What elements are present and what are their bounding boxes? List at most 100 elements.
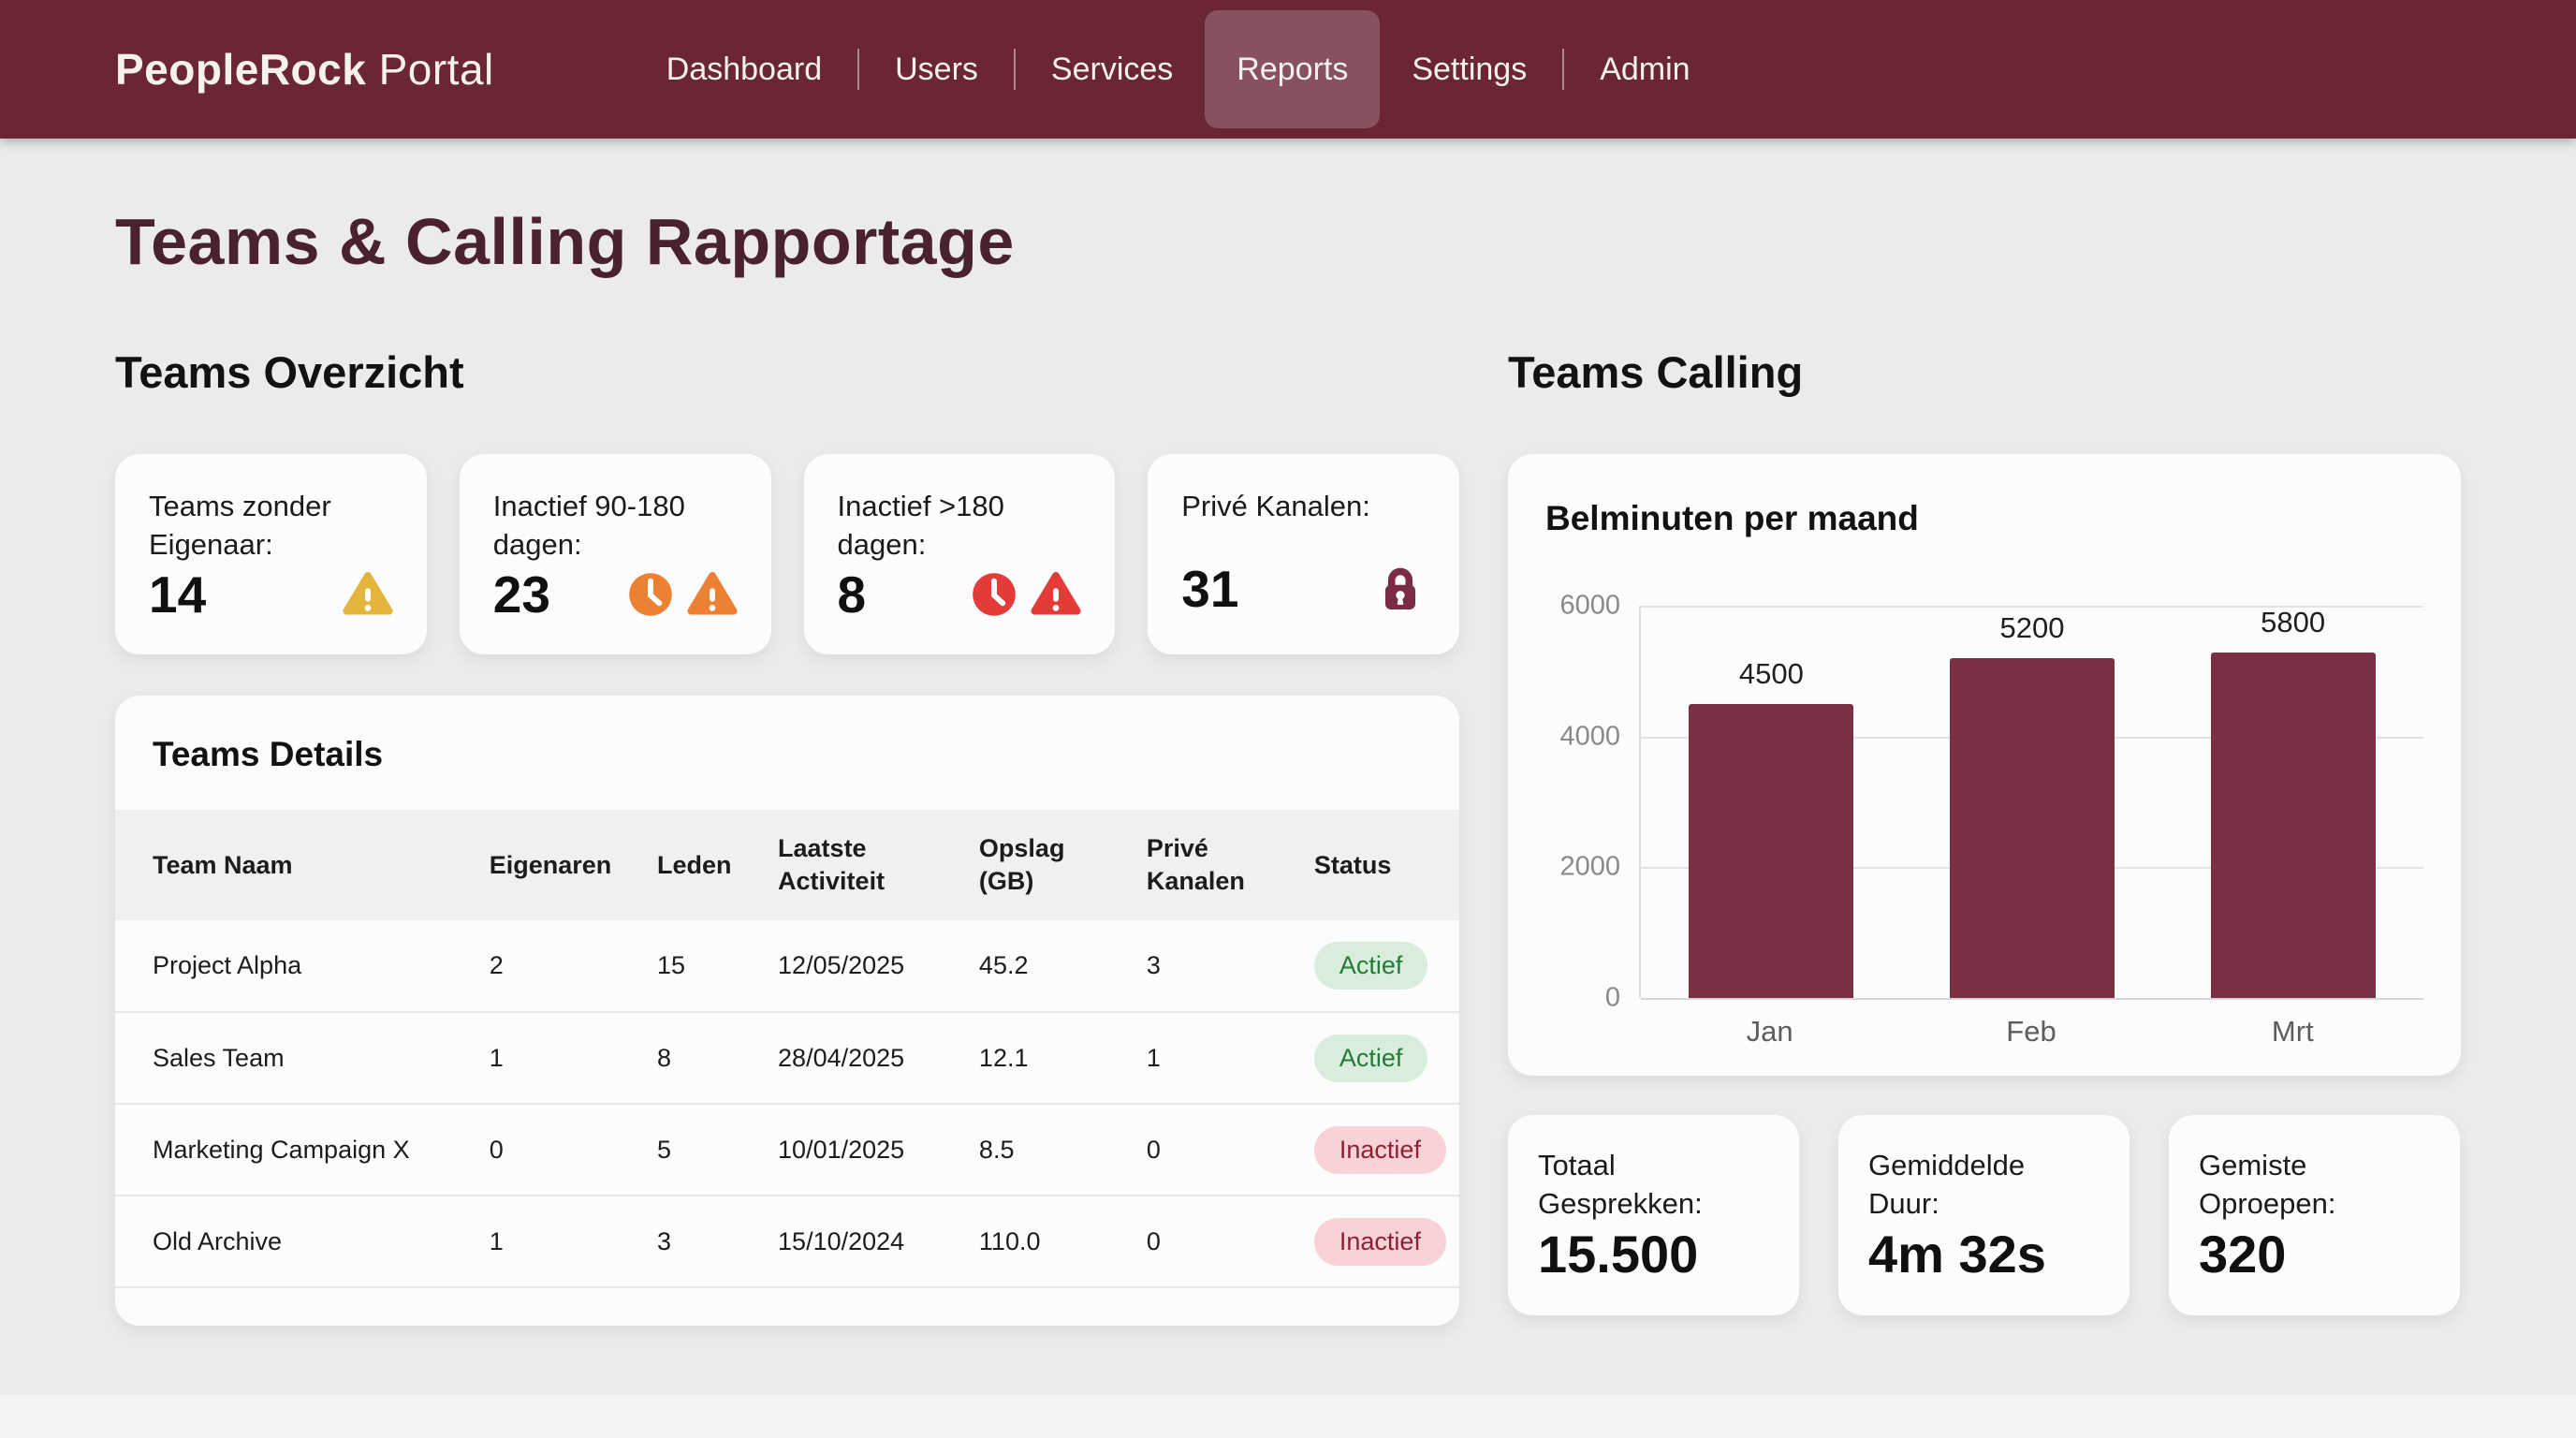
table-row: Marketing Campaign X 0 5 10/01/2025 8.5 …: [115, 1104, 1459, 1197]
stat-bottom-row: 31: [1181, 559, 1426, 619]
cell-prive-kanalen: 1: [1133, 1012, 1301, 1106]
y-axis-tick: 0: [1604, 982, 1620, 1013]
stat-value: 14: [149, 565, 207, 624]
cell-team-naam: Sales Team: [115, 1012, 476, 1106]
cell-leden: 8: [644, 1012, 766, 1106]
cell-opslag: 8.5: [965, 1104, 1134, 1197]
cell-opslag: 110.0: [965, 1196, 1134, 1289]
cell-prive-kanalen: 3: [1133, 920, 1301, 1014]
status-badge: Actief: [1313, 942, 1428, 990]
cell-team-naam: Old Archive: [115, 1196, 476, 1289]
stat-label: Teams zonder Eigenaar:: [149, 490, 331, 561]
stat-icons: [343, 569, 393, 620]
two-column-layout: Teams Overzicht Teams zonder Eigenaar: 1…: [115, 279, 2461, 1327]
clock-icon: [969, 569, 1019, 620]
stat-card-gemiddelde-duur: Gemiddelde Duur: 4m 32s: [1838, 1115, 2130, 1315]
stat-value: 31: [1181, 560, 1239, 618]
stat-card-prive-kanalen: Privé Kanalen: 31: [1148, 454, 1459, 654]
col-header-status: Status: [1300, 810, 1459, 921]
nav-item-dashboard[interactable]: Dashboard: [666, 51, 823, 87]
teams-details-heading: Teams Details: [153, 735, 384, 773]
table-header-row: Team Naam Eigenaren Leden Laatste Activi…: [115, 810, 1459, 921]
nav-item-admin[interactable]: Admin: [1600, 51, 1690, 87]
stat-label: Inactief 90-180 dagen:: [492, 490, 685, 561]
belminuten-chart-card: Belminuten per maand 6000 4000 2000 0 45…: [1508, 454, 2461, 1076]
x-axis-tick: Feb: [2006, 1015, 2056, 1048]
col-header-team-naam: Team Naam: [115, 810, 476, 921]
cell-opslag: 45.2: [965, 920, 1134, 1014]
warning-triangle-icon: [1031, 569, 1081, 620]
bar-group-jan: 4500: [1689, 606, 1854, 998]
stat-value: 23: [492, 565, 550, 624]
cell-opslag: 12.1: [965, 1012, 1134, 1106]
cell-team-naam: Project Alpha: [115, 920, 476, 1014]
stat-label: Totaal Gesprekken:: [1538, 1149, 1703, 1220]
stat-label: Privé Kanalen:: [1181, 490, 1370, 522]
cell-status: Actief: [1300, 1012, 1459, 1106]
bar-value-label: 5800: [2261, 606, 2326, 638]
cell-eigenaren: 0: [476, 1104, 645, 1197]
nav-item-reports[interactable]: Reports: [1205, 10, 1381, 128]
bar-group-mrt: 5800: [2210, 606, 2376, 998]
y-axis-tick: 4000: [1559, 721, 1620, 752]
cell-prive-kanalen: 0: [1133, 1104, 1301, 1197]
bar-mrt: [2210, 653, 2376, 998]
bar-jan: [1689, 703, 1854, 998]
stat-icons: [969, 569, 1081, 620]
status-badge: Inactief: [1313, 1125, 1446, 1174]
cell-status: Inactief: [1300, 1104, 1459, 1197]
nav-item-settings[interactable]: Settings: [1412, 51, 1528, 87]
stat-bottom-row: 14: [149, 565, 393, 624]
bar-chart-plot: 6000 4000 2000 0 4500 5200: [1559, 591, 2423, 1013]
stat-value: 15.500: [1538, 1224, 1699, 1284]
x-axis-labels: Jan Feb Mrt: [1639, 1015, 2423, 1049]
chart-title: Belminuten per maand: [1545, 499, 1919, 537]
cell-leden: 15: [644, 920, 766, 1014]
stat-card-teams-zonder-eigenaar: Teams zonder Eigenaar: 14: [115, 454, 427, 654]
x-axis-tick: Mrt: [2271, 1015, 2314, 1048]
brand-logo: PeopleRock Portal: [115, 44, 494, 95]
overview-stat-cards: Teams zonder Eigenaar: 14 Inactief 90-18…: [115, 454, 1459, 654]
stat-value: 4m 32s: [1868, 1224, 2046, 1284]
col-header-eigenaren: Eigenaren: [476, 810, 645, 921]
stat-bottom-row: 8: [838, 565, 1082, 624]
gridline-0: [1641, 998, 2423, 1000]
clock-icon: [625, 569, 676, 620]
stat-value: 8: [837, 565, 867, 624]
stat-label: Gemiddelde Duur:: [1868, 1149, 2026, 1220]
cell-eigenaren: 1: [476, 1196, 645, 1289]
stat-icons: [625, 569, 738, 620]
top-navbar: PeopleRock Portal Dashboard Users Servic…: [0, 0, 2576, 139]
stat-bottom-row: 23: [493, 565, 738, 624]
cell-eigenaren: 2: [476, 920, 645, 1014]
chart-bars: 4500 5200 5800: [1641, 606, 2423, 998]
bar-feb: [1949, 657, 2115, 998]
stat-card-inactief-180: Inactief >180 dagen: 8: [803, 454, 1116, 654]
teams-details-card: Teams Details Team Naam Eigenaren Leden …: [115, 696, 1459, 1327]
nav-separator: [1013, 49, 1016, 90]
stat-label: Gemiste Oproepen:: [2199, 1149, 2336, 1220]
table-row: Sales Team 1 8 28/04/2025 12.1 1 Actief: [115, 1012, 1459, 1106]
table-row: Project Alpha 2 15 12/05/2025 45.2 3 Act…: [115, 920, 1459, 1014]
cell-laatste-activiteit: 10/01/2025: [765, 1104, 966, 1197]
status-badge: Inactief: [1313, 1217, 1446, 1266]
cell-leden: 5: [644, 1104, 766, 1197]
bar-group-feb: 5200: [1949, 606, 2115, 998]
stat-card-gemiste-oproepen: Gemiste Oproepen: 320: [2169, 1115, 2460, 1315]
cell-laatste-activiteit: 15/10/2024: [765, 1196, 966, 1289]
teams-overview-section: Teams Overzicht Teams zonder Eigenaar: 1…: [115, 279, 1459, 1327]
warning-triangle-icon: [686, 569, 738, 620]
stat-card-inactief-90-180: Inactief 90-180 dagen: 23: [459, 454, 771, 654]
y-axis-tick: 6000: [1559, 590, 1620, 621]
stat-label: Inactief >180 dagen:: [837, 490, 1004, 561]
nav-item-users[interactable]: Users: [895, 51, 978, 87]
x-axis-tick: Jan: [1746, 1015, 1793, 1048]
nav-item-services[interactable]: Services: [1050, 51, 1174, 87]
brand-suffix: Portal: [378, 45, 494, 94]
gridline-6000: [1641, 606, 2423, 608]
col-header-laatste-activiteit: Laatste Activiteit: [765, 810, 966, 921]
teams-details-table: Team Naam Eigenaren Leden Laatste Activi…: [115, 810, 1459, 1289]
col-header-opslag: Opslag (GB): [965, 810, 1134, 921]
cell-laatste-activiteit: 12/05/2025: [765, 920, 966, 1014]
page-content: Teams & Calling Rapportage Teams Overzic…: [0, 139, 2576, 1395]
